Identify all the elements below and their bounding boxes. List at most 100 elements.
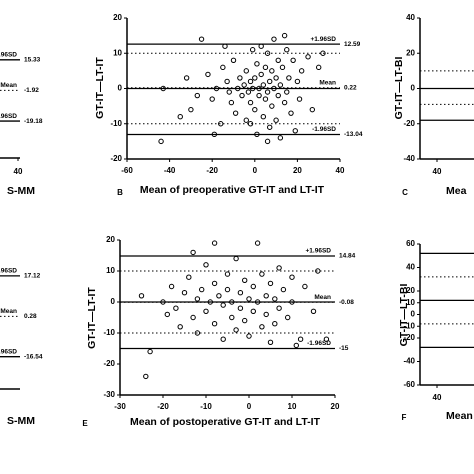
point <box>320 50 326 56</box>
x-tick-label: 10 <box>288 402 297 411</box>
point <box>262 64 269 71</box>
point <box>203 308 209 314</box>
point <box>263 293 269 299</box>
y-tick-label: 10 <box>406 298 415 307</box>
point <box>224 271 231 277</box>
point <box>275 57 281 63</box>
point <box>309 106 316 113</box>
point <box>246 296 252 302</box>
point <box>271 85 277 92</box>
line-tag: Mean <box>0 82 17 89</box>
x-tick-label: -20 <box>157 402 169 411</box>
line-tag: 1.96SD <box>0 268 17 275</box>
point <box>249 47 256 53</box>
point <box>173 305 179 311</box>
point <box>213 85 220 92</box>
point <box>237 290 244 296</box>
y-tick-label: 0 <box>111 297 116 306</box>
point <box>232 110 239 116</box>
x-tick-label: -60 <box>121 166 133 175</box>
point <box>220 302 226 308</box>
point <box>235 85 241 92</box>
point <box>272 296 278 302</box>
point <box>190 314 196 321</box>
point <box>194 296 201 302</box>
point <box>237 75 243 81</box>
point <box>254 299 261 305</box>
point <box>256 85 262 92</box>
y-tick-label: 40 <box>406 263 415 272</box>
point <box>229 299 235 305</box>
y-tick-label: -60 <box>403 380 415 389</box>
y-tick-label: -10 <box>403 321 415 330</box>
point <box>277 135 284 141</box>
point <box>230 57 237 63</box>
point <box>310 308 317 314</box>
point <box>158 138 164 145</box>
point <box>267 339 274 345</box>
x-axis-label: Mean of postoperative GT-IT and LT-IT <box>130 416 321 428</box>
panel-letter: F <box>402 413 407 422</box>
point <box>147 348 153 355</box>
point <box>211 280 218 287</box>
point <box>280 286 287 293</box>
point <box>243 68 249 74</box>
point <box>286 75 292 81</box>
y-tick-label: 20 <box>406 286 415 295</box>
point <box>247 99 254 106</box>
point <box>259 324 265 330</box>
point <box>205 71 211 78</box>
point <box>276 305 282 311</box>
panel-letter: B <box>117 188 123 197</box>
line-value: 12.59 <box>344 41 361 48</box>
y-tick-label: -40 <box>403 357 415 366</box>
point <box>247 121 254 127</box>
point <box>275 92 281 99</box>
point <box>239 92 245 99</box>
point <box>218 121 224 127</box>
point <box>258 71 264 78</box>
point <box>258 43 264 49</box>
x-axis-label: Mean of preoperative GT-IT and LT-IT <box>140 184 325 196</box>
panel-letter: C <box>402 188 408 197</box>
point <box>226 89 232 95</box>
point <box>183 75 190 81</box>
x-axis-label: S-MM <box>7 185 35 197</box>
point <box>216 293 222 299</box>
point <box>241 82 247 88</box>
y-tick-label: 20 <box>406 48 415 57</box>
point <box>289 274 295 280</box>
y-axis-label: GT-IT—LT-BI <box>393 57 405 120</box>
line-tag: Mean <box>0 308 17 315</box>
y-tick-label: -20 <box>110 154 122 163</box>
point <box>272 321 278 327</box>
line-value: 17.12 <box>24 273 41 280</box>
y-tick-label: 10 <box>113 48 122 57</box>
line-value: 0.22 <box>344 84 357 91</box>
point <box>254 131 260 138</box>
point <box>211 321 218 327</box>
point <box>294 78 301 85</box>
point <box>289 299 295 305</box>
line-value: 0.28 <box>24 313 37 320</box>
x-axis-label: Mean o <box>446 410 474 422</box>
point <box>267 280 274 287</box>
y-axis-label: GT-IT—LT-BI <box>398 284 410 347</box>
point <box>273 75 279 81</box>
point <box>220 64 226 71</box>
point <box>263 311 269 318</box>
point <box>302 283 308 290</box>
y-axis-label: GT-IT—LT-IT <box>94 57 106 119</box>
point <box>284 47 290 53</box>
point <box>229 314 235 321</box>
y-tick-label: 0 <box>118 84 123 93</box>
point <box>267 78 273 85</box>
point <box>138 293 145 299</box>
point <box>260 114 267 120</box>
point <box>254 61 260 67</box>
line-tag: +1.96SD <box>306 248 332 255</box>
point <box>290 57 296 63</box>
point <box>297 336 304 342</box>
y-tick-label: -30 <box>103 390 115 399</box>
